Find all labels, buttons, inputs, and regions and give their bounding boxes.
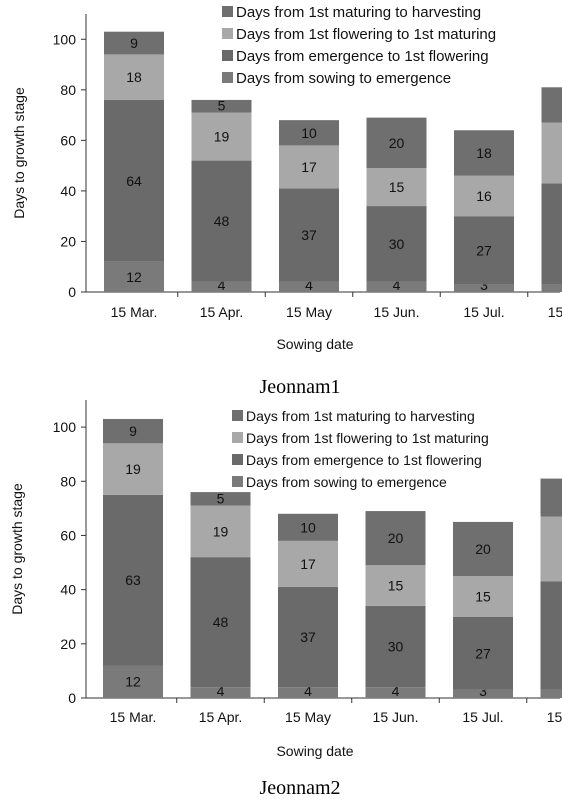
x-tick-label: 15 Aug. bbox=[547, 709, 562, 725]
y-axis-title: Days to growth stage bbox=[11, 87, 27, 219]
x-tick-label: 15 Apr. bbox=[200, 304, 244, 320]
legend-swatch bbox=[232, 476, 243, 487]
data-label: 16 bbox=[476, 188, 492, 204]
bar-segment bbox=[541, 479, 562, 517]
y-tick-label: 0 bbox=[68, 690, 76, 706]
data-label: 37 bbox=[301, 227, 317, 243]
data-label: 17 bbox=[301, 159, 317, 175]
y-tick-label: 100 bbox=[53, 31, 77, 47]
data-label: 27 bbox=[476, 242, 492, 258]
data-label: 19 bbox=[213, 523, 229, 539]
legend-label: Days from emergence to 1st flowering bbox=[236, 48, 489, 65]
data-label: 48 bbox=[213, 614, 229, 630]
legend-label: Days from 1st maturing to harvesting bbox=[236, 4, 481, 21]
legend-label: Days from 1st maturing to harvesting bbox=[246, 408, 475, 424]
x-tick-label: 15 Mar. bbox=[110, 709, 157, 725]
legend-swatch bbox=[222, 6, 233, 17]
y-tick-label: 80 bbox=[60, 82, 76, 98]
data-label: 15 bbox=[388, 578, 404, 594]
y-tick-label: 60 bbox=[60, 132, 76, 148]
data-label: 27 bbox=[475, 645, 491, 661]
x-tick-label: 15 Jun. bbox=[374, 304, 420, 320]
data-label: 15 bbox=[475, 588, 491, 604]
bar-segment bbox=[542, 183, 562, 284]
legend-swatch bbox=[232, 454, 243, 465]
bar-segment bbox=[542, 123, 562, 184]
chart-panel-2: 0 20 40 60 80 100 15 Mar. 15 Apr. 15 May 15 Jun. 1… bbox=[9, 400, 562, 799]
data-label: 12 bbox=[125, 674, 141, 690]
y-tick-label: 100 bbox=[53, 419, 77, 435]
x-tick-label: 15 Jul. bbox=[463, 304, 504, 320]
legend-label: Days from emergence to 1st flowering bbox=[246, 452, 482, 468]
y-tick-label: 40 bbox=[60, 183, 76, 199]
data-label: 30 bbox=[389, 236, 405, 252]
data-label: 37 bbox=[300, 629, 316, 645]
data-label: 9 bbox=[130, 35, 138, 51]
y-tick-label: 60 bbox=[60, 527, 76, 543]
bar-segment bbox=[541, 516, 562, 581]
chart-caption: Jeonnam1 bbox=[259, 376, 340, 398]
x-tick-label: 15 Aug. bbox=[548, 304, 562, 320]
data-label: 12 bbox=[126, 269, 142, 285]
x-axis-title: Sowing date bbox=[276, 336, 353, 352]
legend-label: Days from sowing to emergence bbox=[246, 474, 447, 490]
data-label: 64 bbox=[126, 173, 142, 189]
x-axis-title: Sowing date bbox=[276, 743, 353, 759]
data-label: 48 bbox=[214, 213, 230, 229]
data-label: 10 bbox=[301, 125, 317, 141]
chart-caption: Jeonnam2 bbox=[259, 777, 340, 799]
y-tick-label: 40 bbox=[60, 582, 76, 598]
data-label: 9 bbox=[129, 423, 137, 439]
x-tick-label: 15 Apr. bbox=[199, 709, 243, 725]
legend-swatch bbox=[222, 72, 233, 83]
y-axis-title: Days to growth stage bbox=[9, 483, 25, 615]
data-label: 15 bbox=[389, 179, 405, 195]
data-label: 19 bbox=[125, 461, 141, 477]
data-label: 30 bbox=[388, 639, 404, 655]
x-tick-label: 15 Jul. bbox=[462, 709, 503, 725]
data-label: 17 bbox=[300, 556, 316, 572]
bar-segment bbox=[542, 284, 562, 292]
data-label: 20 bbox=[388, 530, 404, 546]
data-label: 10 bbox=[300, 519, 316, 535]
data-label: 20 bbox=[389, 135, 405, 151]
x-tick-label: 15 May bbox=[286, 304, 332, 320]
y-tick-label: 20 bbox=[60, 233, 76, 249]
legend-swatch bbox=[222, 28, 233, 39]
legend-swatch bbox=[222, 50, 233, 61]
legend-label: Days from 1st flowering to 1st maturing bbox=[246, 430, 489, 446]
data-label: 5 bbox=[217, 491, 225, 507]
bar-segment bbox=[542, 87, 562, 122]
bar-segment bbox=[541, 582, 562, 690]
x-tick-label: 15 Jun. bbox=[373, 709, 419, 725]
data-label: 18 bbox=[476, 145, 492, 161]
x-tick-label: 15 Mar. bbox=[111, 304, 158, 320]
data-label: 20 bbox=[475, 541, 491, 557]
data-label: 18 bbox=[126, 69, 142, 85]
data-label: 19 bbox=[214, 129, 230, 145]
data-label: 63 bbox=[125, 572, 141, 588]
chart-panel-1: 0 20 40 60 80 100 15 Mar. 15 Apr. 15 May 15 Jun. 1… bbox=[11, 4, 562, 398]
bar-segment bbox=[541, 690, 562, 698]
legend-swatch bbox=[232, 410, 243, 421]
legend-swatch bbox=[232, 432, 243, 443]
legend-label: Days from 1st flowering to 1st maturing bbox=[236, 26, 496, 43]
y-tick-label: 20 bbox=[60, 636, 76, 652]
data-label: 5 bbox=[218, 98, 226, 114]
legend-label: Days from sowing to emergence bbox=[236, 70, 451, 87]
y-tick-label: 80 bbox=[60, 473, 76, 489]
x-tick-label: 15 May bbox=[285, 709, 331, 725]
y-tick-label: 0 bbox=[68, 284, 76, 300]
